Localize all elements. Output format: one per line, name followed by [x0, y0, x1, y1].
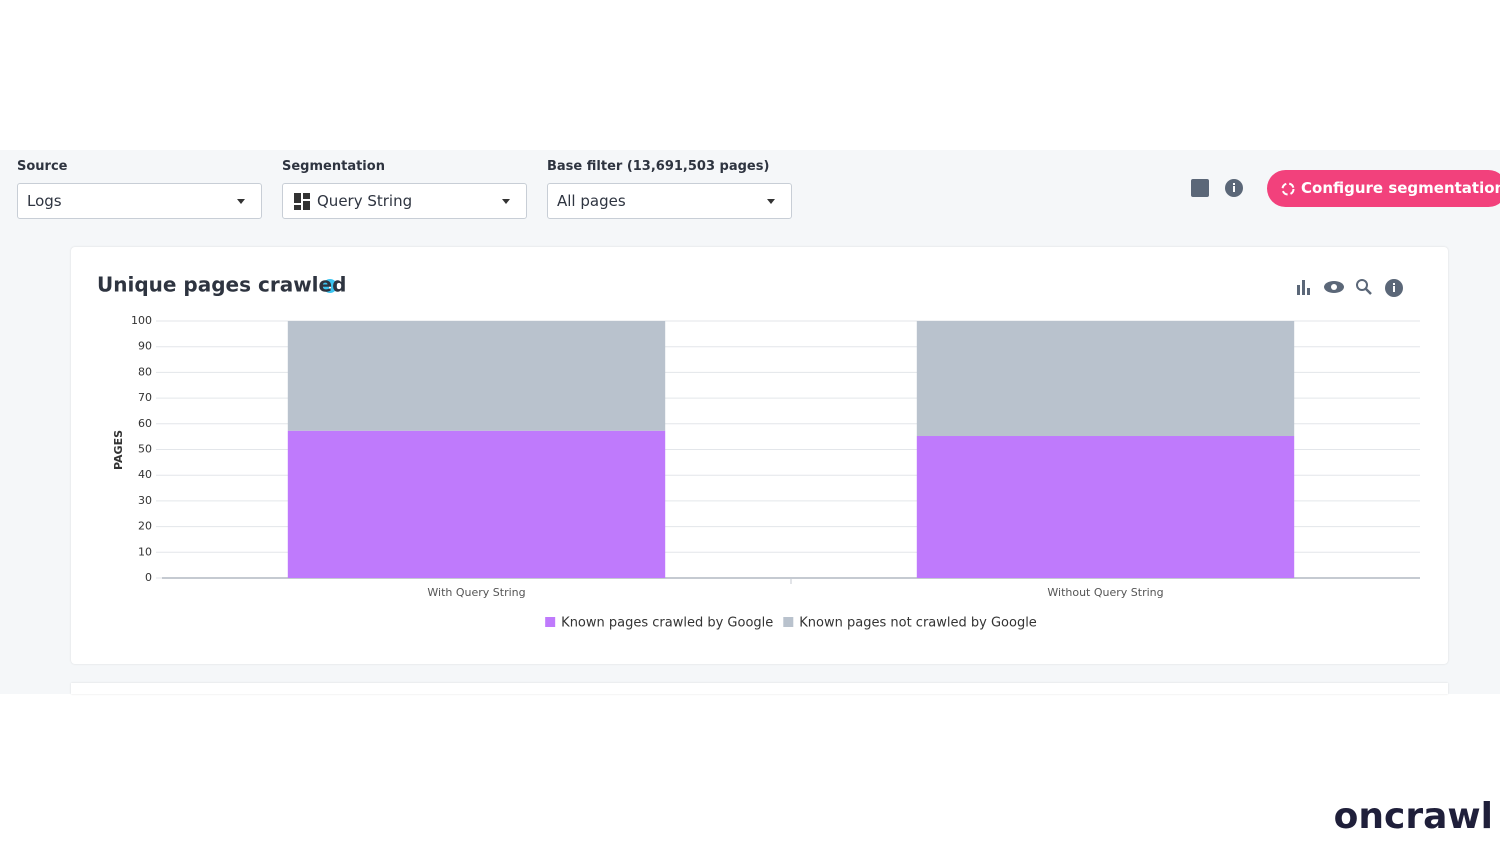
y-tick-label: 50	[138, 443, 152, 456]
dropdown-value: Logs	[27, 192, 62, 210]
chart-type-icon[interactable]	[1297, 285, 1300, 295]
legend-label: Known pages not crawled by Google	[799, 616, 1037, 631]
bar-segment	[287, 321, 666, 431]
bar-segment	[287, 430, 666, 578]
filter-label: Segmentation	[282, 159, 385, 174]
configure-button[interactable]: Configure segmentation	[1267, 170, 1500, 207]
button-label: Configure segmentation	[1301, 179, 1500, 197]
dropdown-value: All pages	[557, 192, 626, 210]
legend-swatch	[783, 617, 794, 627]
source-dropdown[interactable]: Logs	[17, 183, 262, 219]
zoom-icon[interactable]	[1356, 279, 1368, 291]
y-tick-label: 100	[131, 314, 152, 327]
segment-icon	[294, 193, 310, 210]
toolbar-icons	[323, 179, 1403, 297]
segmentation-dropdown[interactable]: Query String	[282, 183, 527, 219]
legend-swatch	[545, 617, 556, 627]
chart-title: Unique pages crawled	[97, 273, 346, 297]
pdf-icon[interactable]	[1191, 179, 1209, 197]
y-tick-label: 0	[145, 571, 152, 584]
y-tick-label: 30	[138, 494, 152, 507]
next-card	[71, 683, 1448, 694]
x-tick-label: Without Query String	[1047, 586, 1163, 599]
base-filter-dropdown[interactable]: All pages	[547, 183, 792, 219]
y-tick-label: 70	[138, 391, 152, 404]
bar-segment	[916, 436, 1295, 578]
y-axis-label: PAGES	[112, 430, 125, 470]
y-tick-label: 60	[138, 417, 152, 430]
y-tick-label: 90	[138, 340, 152, 353]
bar-segment	[916, 321, 1295, 437]
filter-label: Base filter (13,691,503 pages)	[547, 159, 770, 174]
dropdown-value: Query String	[317, 192, 413, 210]
legend-label: Known pages crawled by Google	[561, 616, 773, 631]
spinner-icon	[1281, 182, 1295, 196]
x-tick-label: With Query String	[427, 586, 525, 599]
y-tick-label: 20	[138, 520, 152, 533]
y-tick-label: 10	[138, 545, 152, 558]
y-tick-label: 40	[138, 468, 152, 481]
y-tick-label: 80	[138, 365, 152, 378]
logo: oncrawl	[1334, 796, 1493, 837]
filter-label: Source	[17, 159, 68, 174]
